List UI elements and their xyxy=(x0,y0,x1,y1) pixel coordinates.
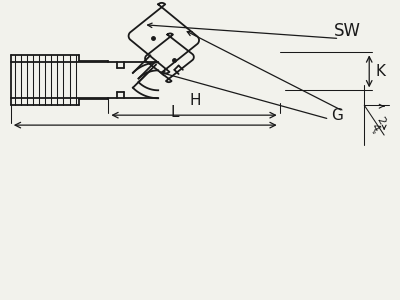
Text: K: K xyxy=(375,64,385,79)
Text: G: G xyxy=(332,108,343,123)
Text: SW: SW xyxy=(334,22,361,40)
Text: °: ° xyxy=(365,130,375,138)
Text: L: L xyxy=(171,105,179,120)
Text: 4: 4 xyxy=(369,122,381,133)
Text: H: H xyxy=(189,93,201,108)
Text: 2: 2 xyxy=(374,115,386,126)
